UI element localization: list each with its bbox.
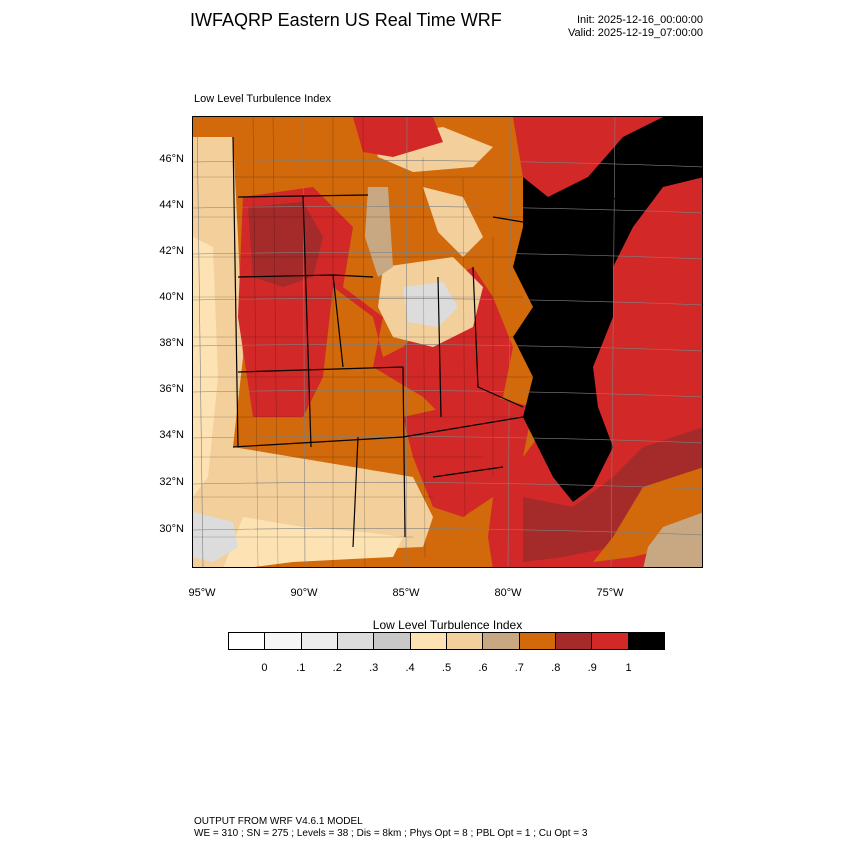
lon-label-95: 95°W — [188, 587, 216, 599]
canada-red — [353, 117, 443, 157]
colorbar-label: .6 — [478, 662, 488, 674]
lon-label-80: 80°W — [494, 587, 522, 599]
colorbar-swatch — [301, 633, 338, 649]
model-footer: OUTPUT FROM WRF V4.6.1 MODEL WE = 310 ; … — [194, 816, 587, 840]
lat-label-38: 38°N — [159, 337, 184, 349]
run-info: Init: 2025-12-16_00:00:00 Valid: 2025-12… — [540, 14, 703, 40]
colorbar-swatch — [483, 633, 520, 649]
colorbar-label: .7 — [514, 662, 524, 674]
colorbar-swatch — [628, 633, 664, 649]
footer-line-2: WE = 310 ; SN = 275 ; Levels = 38 ; Dis … — [194, 828, 588, 839]
atlantic-tan — [643, 512, 702, 567]
lon-label-90: 90°W — [290, 587, 318, 599]
colorbar-swatch — [410, 633, 447, 649]
colorbar-label: .5 — [441, 662, 452, 674]
gulf-coast-light — [223, 517, 403, 567]
lat-label-36: 36°N — [159, 383, 184, 395]
state-boundaries — [232, 136, 624, 548]
colorbar-swatch — [265, 633, 302, 649]
max-turbulence-band — [513, 117, 702, 502]
colorbar-swatch — [229, 633, 266, 649]
colorbar-label: .4 — [405, 662, 415, 674]
lake-huron — [423, 187, 483, 257]
footer-line-1: OUTPUT FROM WRF V4.6.1 MODEL — [194, 816, 363, 827]
lat-label-30: 30°N — [159, 523, 184, 535]
colorbar-label: .1 — [296, 662, 306, 674]
county-grid — [193, 117, 533, 567]
colorbar-title: Low Level Turbulence Index — [372, 618, 523, 632]
lat-label-44: 44°N — [159, 199, 184, 211]
lon-label-85: 85°W — [392, 587, 420, 599]
lat-label-40: 40°N — [159, 291, 184, 303]
valid-time: Valid: 2025-12-19_07:00:00 — [568, 27, 703, 39]
colorbar-label: .9 — [587, 662, 597, 674]
colorbar-label: .8 — [551, 662, 561, 674]
colorbar-swatch — [592, 633, 629, 649]
lake-michigan — [365, 187, 393, 277]
colorbar-swatch — [337, 633, 375, 649]
lat-label-32: 32°N — [159, 476, 184, 488]
ohio-valley-grey — [403, 282, 458, 327]
graticule — [193, 117, 702, 567]
turbulence-map — [193, 117, 702, 567]
lat-label-46: 46°N — [159, 153, 184, 165]
field-subtitle: Low Level Turbulence Index — [194, 93, 331, 105]
colorbar-swatch — [519, 633, 556, 649]
plot-title: IWFAQRP Eastern US Real Time WRF — [190, 10, 502, 30]
colorbar-label: .3 — [369, 662, 379, 674]
colorbar-swatch — [374, 633, 411, 649]
init-time: Init: 2025-12-16_00:00:00 — [577, 14, 703, 26]
lat-label-34: 34°N — [159, 429, 184, 441]
colorbar-label: .2 — [332, 662, 342, 674]
map-panel — [192, 116, 703, 568]
colorbar-swatch — [446, 633, 484, 649]
lon-label-75: 75°W — [596, 587, 624, 599]
lat-label-42: 42°N — [159, 245, 184, 257]
colorbar — [228, 632, 665, 650]
colorbar-swatch — [555, 633, 593, 649]
colorbar-label: 1 — [625, 662, 632, 674]
colorbar-label: 0 — [261, 662, 268, 674]
